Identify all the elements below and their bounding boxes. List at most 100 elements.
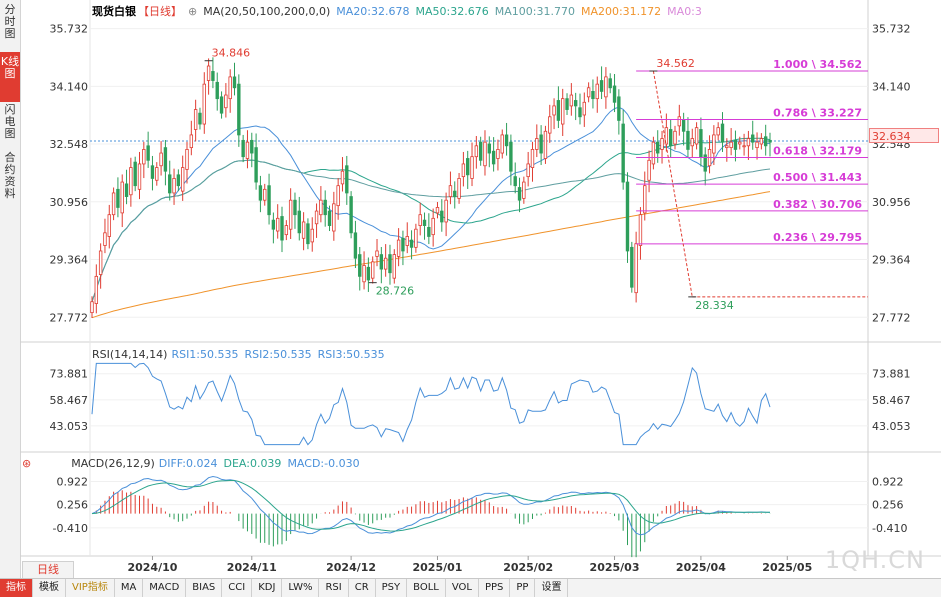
macd-panel: 0.922 0.922 0.256 0.256 -0.410 -0.410 bbox=[53, 475, 907, 558]
candle-body-40 bbox=[263, 188, 267, 201]
candle-body-134 bbox=[668, 129, 673, 147]
toolbar-tab-0[interactable]: 指标 bbox=[0, 579, 33, 597]
chart-canvas[interactable]: 1.000 \ 34.562 0.786 \ 33.227 0.618 \ 32.1… bbox=[20, 0, 941, 578]
price-tick-right-0: 35.732 bbox=[872, 23, 911, 36]
candle-body-129 bbox=[647, 159, 651, 181]
candle-body-149 bbox=[733, 139, 738, 150]
candle-body-108 bbox=[556, 100, 561, 121]
candle-body-88 bbox=[470, 156, 474, 179]
candle-body-77 bbox=[422, 219, 427, 226]
candle-body-15 bbox=[155, 167, 159, 181]
period-selector[interactable]: 日线 bbox=[22, 561, 74, 579]
candle-body-14 bbox=[150, 165, 155, 179]
candle-body-62 bbox=[358, 254, 362, 277]
candle-body-44 bbox=[280, 216, 284, 241]
candle-body-76 bbox=[418, 214, 422, 226]
annotation-label-1: 28.726 bbox=[376, 285, 415, 298]
price-tick-left-5: 27.772 bbox=[50, 311, 89, 324]
price-tick-left-4: 29.364 bbox=[50, 254, 89, 267]
settings-icon[interactable]: ⊕ bbox=[188, 5, 198, 18]
toolbar-tab-16[interactable]: 设置 bbox=[535, 579, 569, 597]
fib-label-5: 0.236 \ 29.795 bbox=[773, 231, 862, 244]
candle-body-37 bbox=[250, 139, 254, 154]
candle-body-154 bbox=[755, 141, 759, 149]
candle-body-115 bbox=[586, 87, 591, 98]
toolbar-tab-13[interactable]: VOL bbox=[446, 579, 479, 597]
candle-body-155 bbox=[759, 138, 764, 145]
candle-body-141 bbox=[699, 129, 703, 158]
main-chart-header: 现货白银 【日线】 ⊕ MA(20,50,100,200,0,0) MA20:32.67… bbox=[92, 3, 708, 19]
date-label-5: 2025/03 bbox=[590, 561, 640, 574]
candle-body-150 bbox=[738, 141, 742, 145]
rsi3-value: RSI3:50.535 bbox=[317, 348, 385, 361]
macd-tick-right-1: 0.256 bbox=[872, 499, 904, 512]
candle-body-137 bbox=[681, 120, 686, 132]
candle-body-22 bbox=[185, 149, 189, 170]
toolbar-tab-11[interactable]: PSY bbox=[376, 579, 408, 597]
candle-body-153 bbox=[751, 134, 755, 143]
toolbar-tab-12[interactable]: BOLL bbox=[407, 579, 446, 597]
toolbar-tab-15[interactable]: PP bbox=[510, 579, 536, 597]
toolbar-tab-8[interactable]: LW% bbox=[282, 579, 320, 597]
toolbar-tab-10[interactable]: CR bbox=[349, 579, 376, 597]
candle-body-53 bbox=[319, 199, 323, 216]
candle-body-93 bbox=[491, 150, 496, 165]
candle-body-66 bbox=[375, 250, 379, 257]
period-badge[interactable]: 【日线】 bbox=[138, 5, 182, 18]
tab-contract-info[interactable]: 合约资料 bbox=[4, 151, 16, 200]
toolbar-tab-7[interactable]: KDJ bbox=[252, 579, 283, 597]
candle-body-81 bbox=[440, 210, 444, 223]
candle-body-30 bbox=[219, 96, 224, 114]
candle-body-56 bbox=[332, 203, 336, 232]
tab-flash[interactable]: 闪电图 bbox=[4, 103, 16, 140]
tab-timeshare[interactable]: 分时图 bbox=[4, 3, 16, 40]
candle-body-99 bbox=[517, 187, 522, 201]
price-tick-right-3: 30.956 bbox=[872, 196, 911, 209]
dea-value: DEA:0.039 bbox=[223, 457, 282, 470]
toolbar-tab-2[interactable]: VIP指标 bbox=[66, 579, 115, 597]
candle-body-98 bbox=[513, 176, 517, 187]
candle-body-41 bbox=[267, 185, 271, 216]
candle-body-13 bbox=[146, 145, 150, 161]
toolbar-tab-6[interactable]: CCI bbox=[222, 579, 253, 597]
fib-label-2: 0.618 \ 32.179 bbox=[773, 144, 862, 157]
rsi-tick-left-2: 43.053 bbox=[50, 420, 89, 433]
candle-body-71 bbox=[396, 239, 401, 257]
candle-body-20 bbox=[176, 174, 181, 187]
toolbar-tab-5[interactable]: BIAS bbox=[186, 579, 223, 597]
candle-body-121 bbox=[612, 85, 617, 103]
candle-body-2 bbox=[98, 250, 103, 275]
candle-body-103 bbox=[535, 138, 539, 150]
candle-body-5 bbox=[111, 192, 116, 216]
candle-body-147 bbox=[725, 145, 729, 149]
crosshair-icon[interactable]: ⊛ bbox=[22, 457, 32, 470]
candle-body-89 bbox=[474, 145, 479, 158]
date-label-1: 2024/11 bbox=[227, 561, 277, 574]
toolbar-tab-1[interactable]: 模板 bbox=[33, 579, 66, 597]
toolbar-tab-3[interactable]: MA bbox=[115, 579, 144, 597]
candle-body-74 bbox=[409, 239, 414, 248]
toolbar-tab-9[interactable]: RSI bbox=[319, 579, 349, 597]
candle-body-113 bbox=[578, 107, 582, 118]
candle-body-101 bbox=[526, 163, 530, 178]
candle-body-125 bbox=[630, 246, 634, 288]
rsi-tick-right-2: 43.053 bbox=[872, 420, 911, 433]
candle-body-29 bbox=[215, 81, 219, 100]
price-tick-left-2: 32.548 bbox=[50, 138, 89, 151]
candle-body-85 bbox=[457, 178, 461, 199]
candle-body-104 bbox=[539, 134, 543, 154]
tab-kline[interactable]: K线图 bbox=[0, 52, 20, 102]
candle-body-43 bbox=[275, 217, 280, 232]
toolbar-tab-14[interactable]: PPS bbox=[479, 579, 511, 597]
candle-body-91 bbox=[483, 141, 487, 167]
candle-body-63 bbox=[362, 265, 366, 283]
candle-body-145 bbox=[716, 127, 720, 136]
candle-body-10 bbox=[133, 161, 137, 187]
toolbar-tab-4[interactable]: MACD bbox=[143, 579, 187, 597]
ma200-line bbox=[91, 191, 771, 319]
ma20-value: MA20:32.678 bbox=[336, 5, 410, 18]
date-label-3: 2025/01 bbox=[413, 561, 463, 574]
candle-body-48 bbox=[297, 210, 301, 234]
candle-body-12 bbox=[142, 149, 146, 165]
grid-lines bbox=[20, 0, 941, 560]
